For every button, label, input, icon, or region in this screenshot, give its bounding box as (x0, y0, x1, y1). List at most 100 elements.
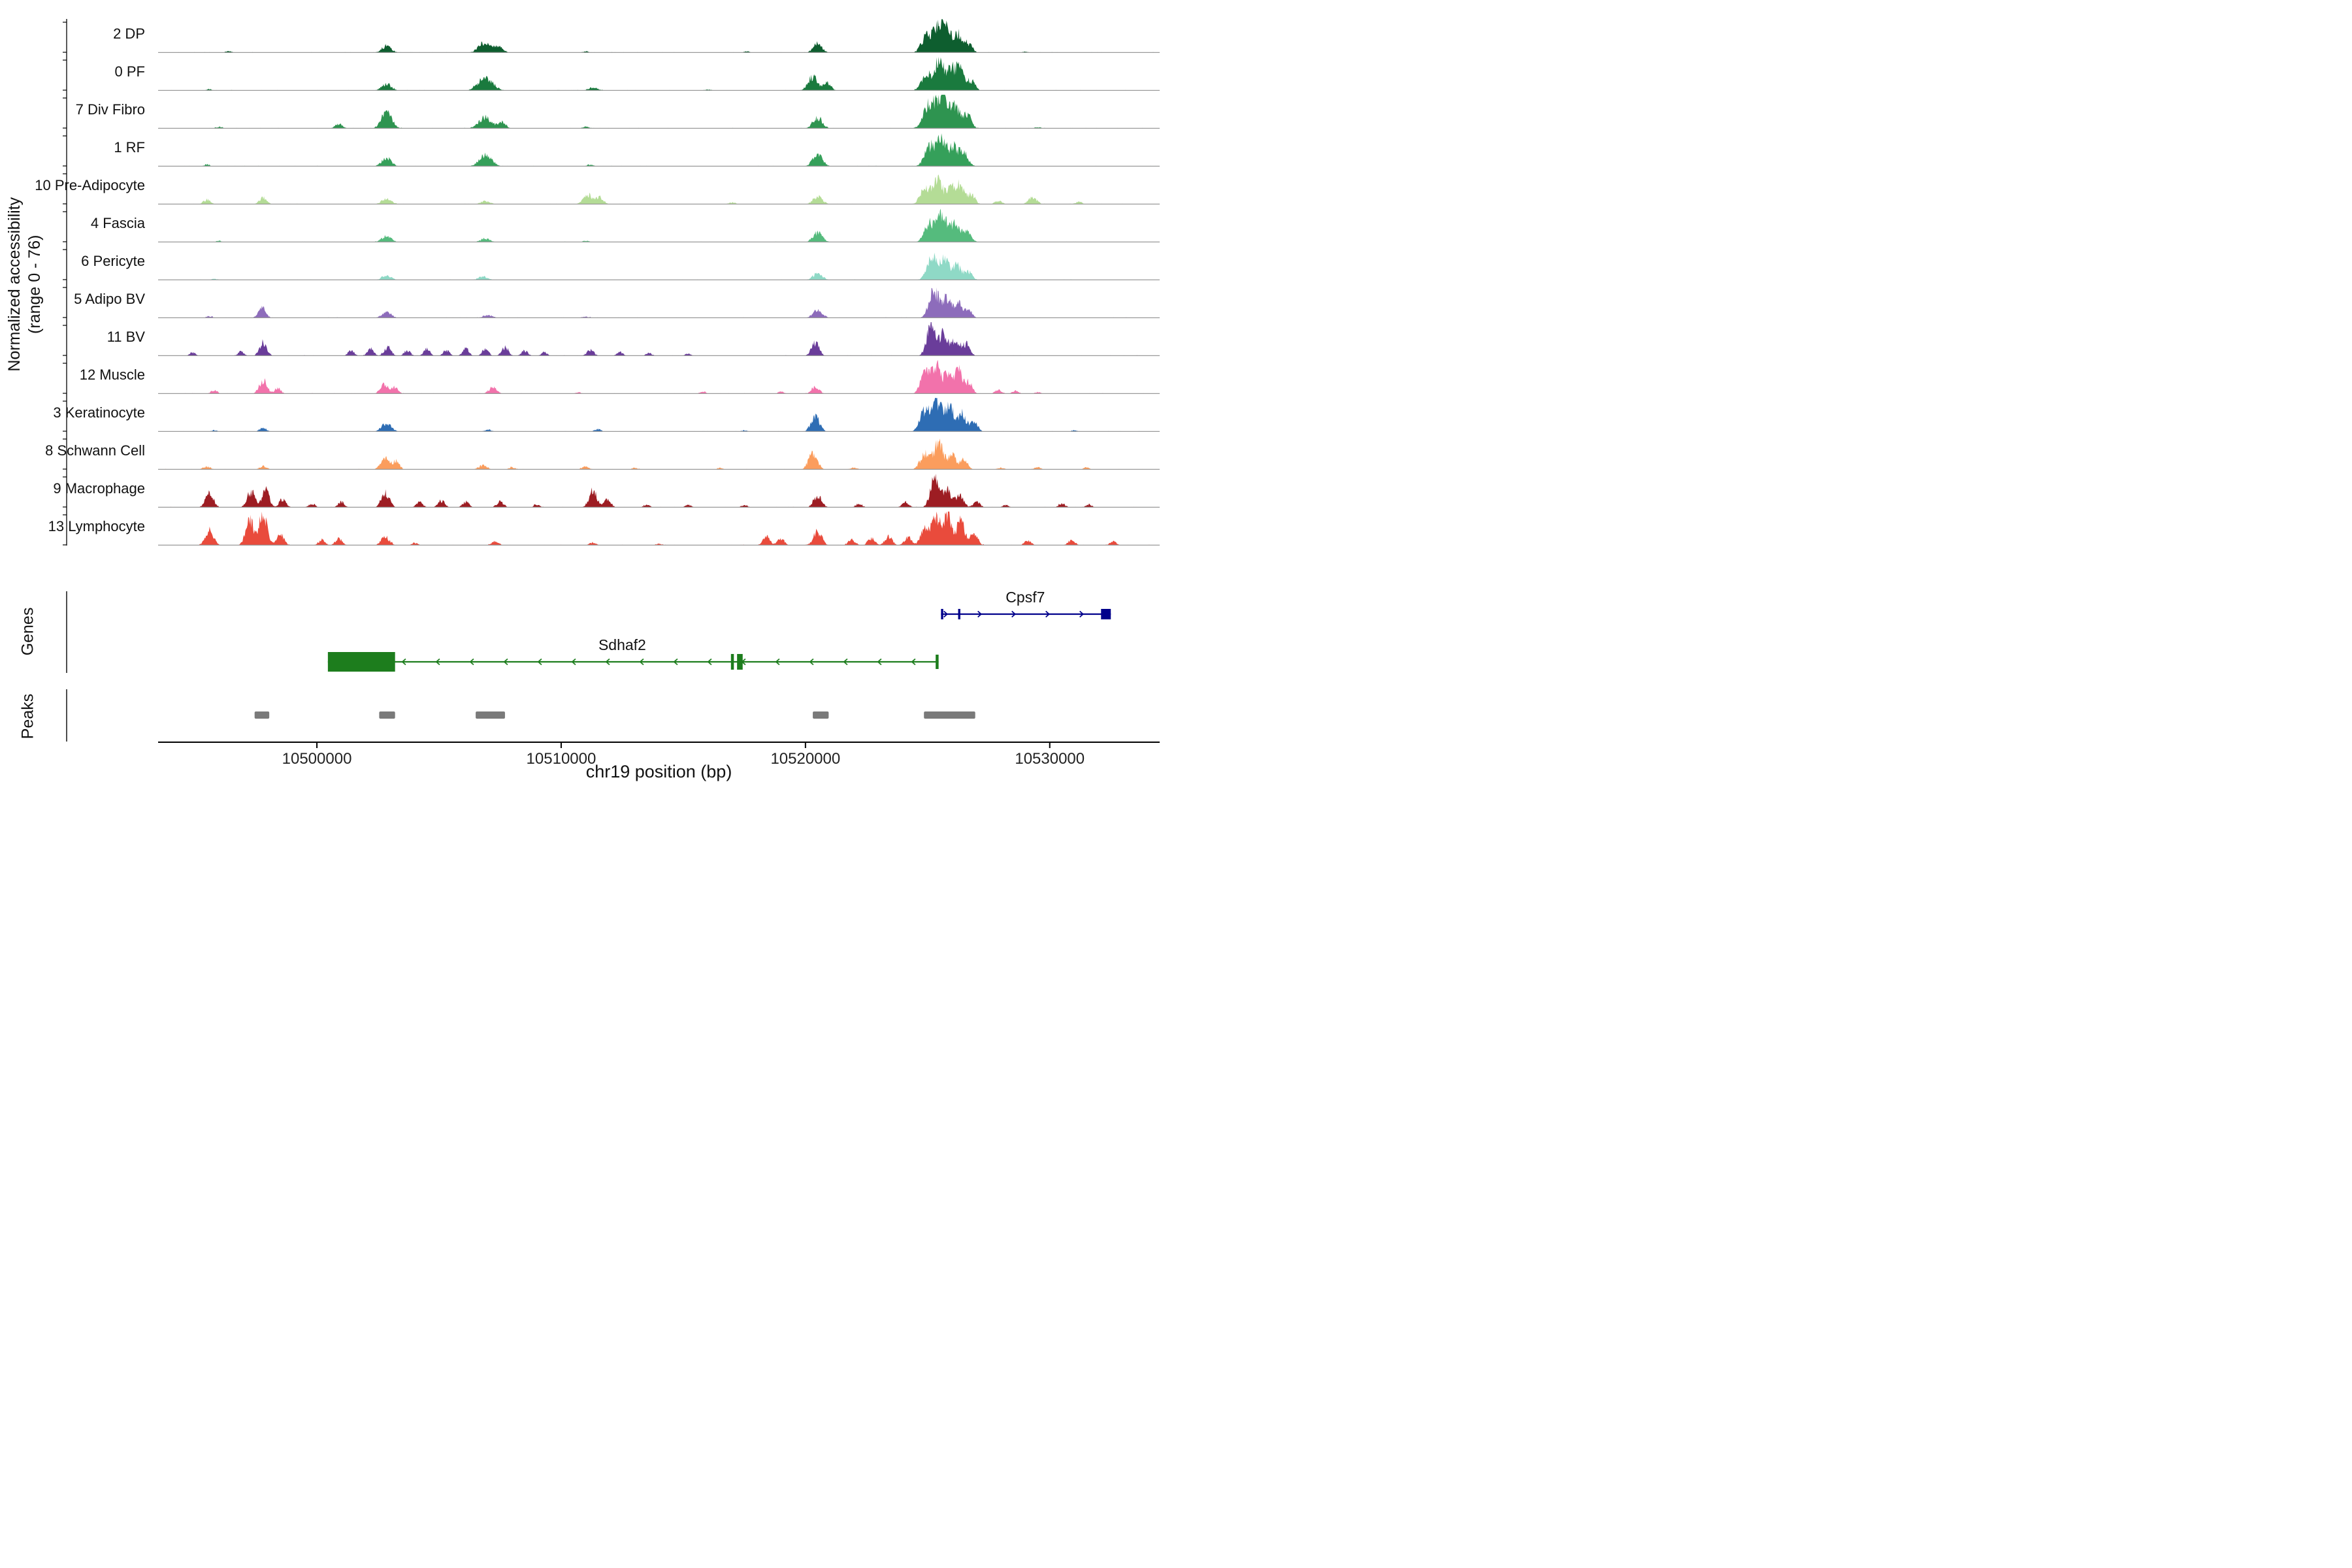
tracks-axis-bracket (63, 19, 67, 546)
track-row: 10 Pre-Adipocyte (0, 168, 1176, 206)
strand-arrow-icon (673, 658, 678, 666)
track-row: 6 Pericyte (0, 244, 1176, 282)
strand-arrow-icon (503, 658, 508, 666)
genes-peaks-axis-canvas: Cpsf7 Sdhaf2 10500000 10510000 10520000 10530… (66, 589, 1160, 768)
gene-name-label: Sdhaf2 (598, 636, 646, 653)
gene-model-sdhaf2: Sdhaf2 (327, 636, 939, 672)
gene-exon (1101, 609, 1111, 619)
track-label: 13 Lymphocyte (48, 518, 145, 534)
gene-exon (958, 609, 960, 619)
track-signal-area (158, 133, 1160, 167)
track-label: 2 DP (113, 25, 145, 42)
track-signal-area (158, 474, 1160, 508)
x-axis-tick-label: 10500000 (282, 750, 352, 768)
strand-arrow-icon (537, 658, 542, 666)
track-label: 0 PF (114, 63, 145, 80)
track-signal-area (158, 252, 1160, 280)
gene-exon (737, 654, 743, 670)
track-label: 9 Macrophage (53, 480, 145, 497)
peak-bar (254, 711, 270, 719)
signal-path (158, 57, 1160, 91)
track-signal-area (158, 208, 1160, 242)
track-row: 9 Macrophage (0, 471, 1176, 509)
track-row: 3 Keratinocyte (0, 395, 1176, 433)
track-row: 7 Div Fibro (0, 92, 1176, 130)
signal-path (158, 252, 1160, 280)
x-axis-title: chr19 position (bp) (585, 762, 732, 781)
x-axis-tick-label: 10530000 (1015, 750, 1085, 768)
signal-path (158, 133, 1160, 167)
x-axis-tick-label: 10520000 (770, 750, 840, 768)
strand-arrow-icon (401, 658, 406, 666)
signal-path (158, 19, 1160, 53)
strand-arrow-icon (843, 658, 848, 666)
track-label: 7 Div Fibro (75, 101, 145, 118)
signal-path (158, 474, 1160, 508)
strand-arrow-icon (911, 658, 916, 666)
signal-path (158, 95, 1160, 129)
strand-arrow-icon (639, 658, 644, 666)
strand-arrow-icon (605, 658, 610, 666)
signal-path (158, 322, 1160, 356)
track-row: 5 Adipo BV (0, 282, 1176, 319)
track-label: 3 Keratinocyte (53, 404, 145, 421)
track-label: 11 BV (106, 329, 145, 345)
strand-arrow-icon (707, 658, 712, 666)
track-row: 0 PF (0, 54, 1176, 92)
track-signal-area (158, 57, 1160, 91)
strand-arrow-icon (977, 610, 983, 618)
strand-arrow-icon (469, 658, 474, 666)
track-row: 8 Schwann Cell (0, 433, 1176, 471)
strand-arrow-icon (435, 658, 440, 666)
gene-exon (941, 609, 943, 619)
track-label: 4 Fascia (90, 215, 145, 231)
signal-path (158, 174, 1160, 204)
gene-exon (936, 655, 939, 669)
strand-arrow-icon (809, 658, 814, 666)
track-label: 10 Pre-Adipocyte (35, 177, 145, 193)
gene-exon (730, 654, 734, 670)
signal-path (158, 512, 1160, 546)
track-row: 4 Fascia (0, 206, 1176, 244)
track-label: 12 Muscle (79, 367, 145, 383)
strand-arrow-icon (571, 658, 576, 666)
strand-arrow-icon (775, 658, 780, 666)
track-label: 6 Pericyte (81, 253, 145, 269)
signal-path (158, 360, 1160, 394)
gene-model-cpsf7: Cpsf7 (941, 589, 1111, 619)
strand-arrow-icon (1045, 610, 1051, 618)
tracks-panel: 2 DP 0 PF 7 Div Fibro 1 RF 10 Pre-Adipocyte 4… (0, 16, 1176, 547)
track-label: 8 Schwann Cell (45, 442, 145, 459)
track-signal-area (158, 174, 1160, 204)
track-row: 12 Muscle (0, 357, 1176, 395)
track-signal-area (158, 360, 1160, 394)
gene-name-label: Cpsf7 (1005, 589, 1045, 606)
track-signal-area (158, 95, 1160, 129)
strand-arrow-icon (1011, 610, 1017, 618)
signal-path (158, 208, 1160, 242)
strand-arrow-icon (877, 658, 882, 666)
track-row: 1 RF (0, 130, 1176, 168)
signal-path (158, 438, 1160, 470)
track-signal-area (158, 438, 1160, 470)
track-signal-area (158, 19, 1160, 53)
accessibility-figure: Normalized accessibility (range 0 - 76) … (0, 0, 1176, 784)
track-label: 1 RF (114, 139, 145, 155)
track-row: 11 BV (0, 319, 1176, 357)
x-axis-tick-label: 10510000 (527, 750, 596, 768)
strand-arrow-icon (943, 610, 949, 618)
track-signal-area (158, 322, 1160, 356)
signal-path (158, 287, 1160, 318)
peak-bar (924, 711, 975, 719)
peak-bar (476, 711, 505, 719)
strand-arrow-icon (1079, 610, 1085, 618)
track-row: 13 Lymphocyte (0, 509, 1176, 547)
track-signal-area (158, 287, 1160, 318)
track-row: 2 DP (0, 16, 1176, 54)
peak-bar (813, 711, 829, 719)
signal-path (158, 398, 1160, 432)
track-label: 5 Adipo BV (74, 291, 145, 307)
track-signal-area (158, 398, 1160, 432)
track-signal-area (158, 512, 1160, 546)
gene-exon (327, 652, 395, 672)
